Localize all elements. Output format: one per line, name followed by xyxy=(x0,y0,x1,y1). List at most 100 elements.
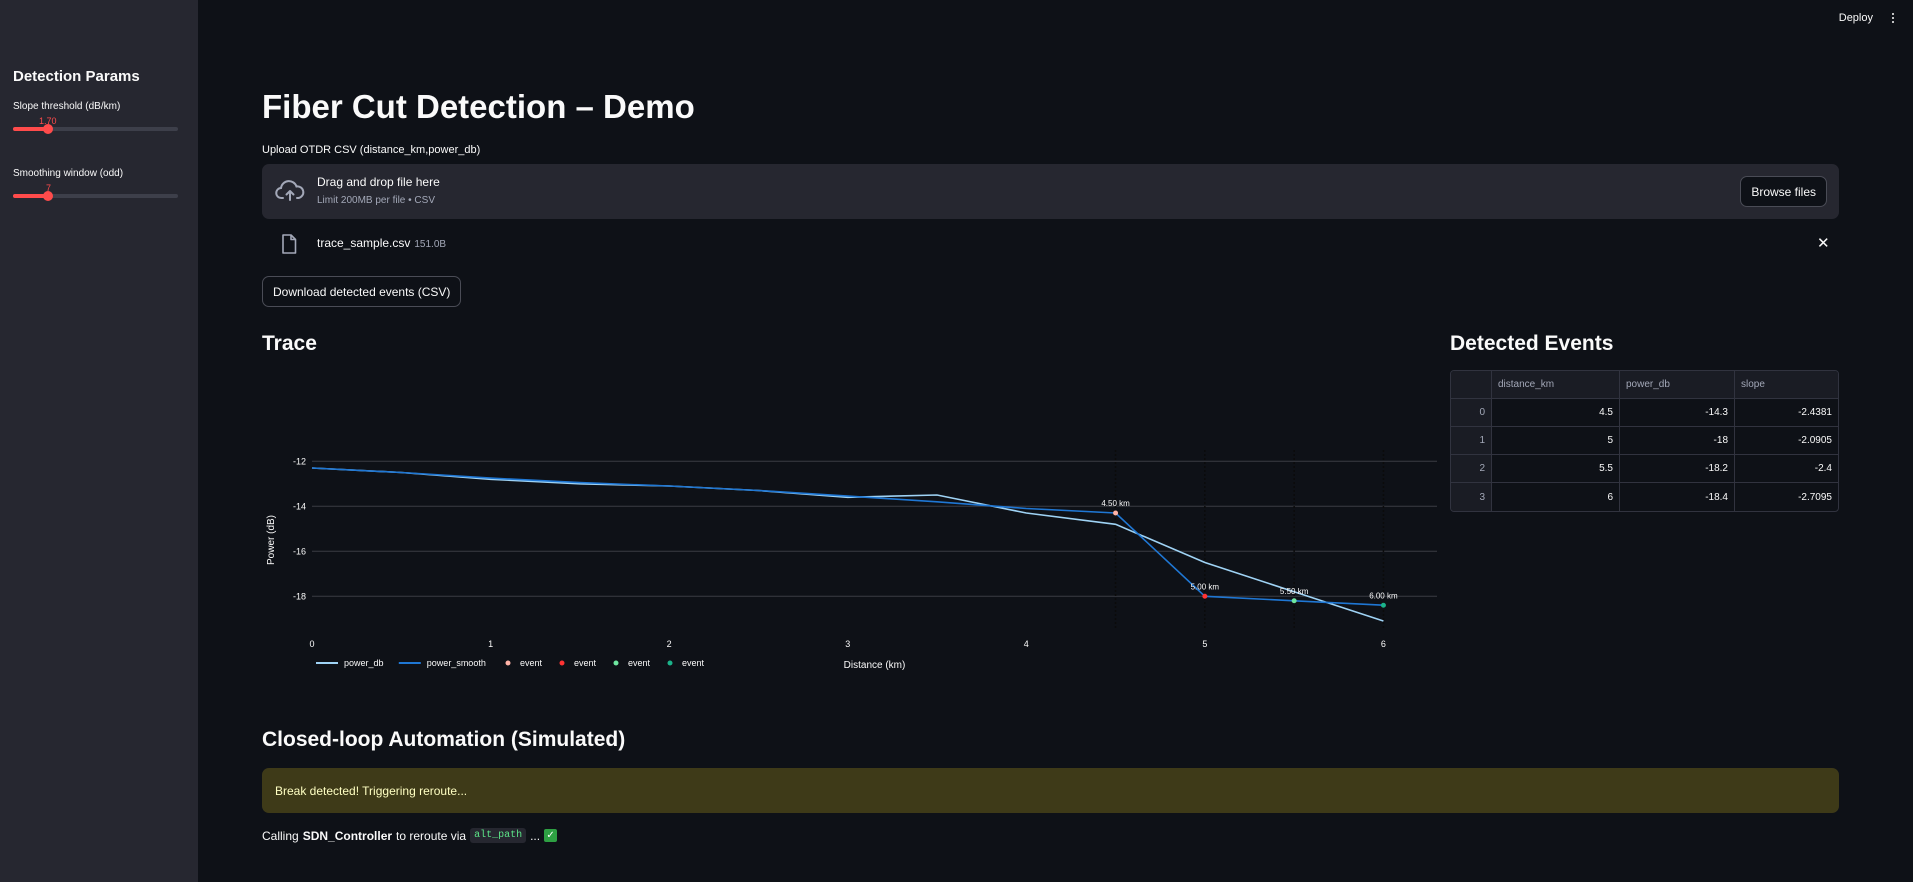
column-header[interactable] xyxy=(1451,371,1492,399)
slider-value: 1.70 xyxy=(39,116,57,126)
check-mark-icon: ✓ xyxy=(544,829,558,842)
event-label: 6.00 km xyxy=(1369,591,1398,600)
table-row: 3 6 -18.4 -2.7095 xyxy=(1451,483,1838,511)
browse-files-button[interactable]: Browse files xyxy=(1740,176,1827,207)
table-cell[interactable]: 6 xyxy=(1492,483,1620,511)
code-chip: alt_path xyxy=(470,828,527,843)
x-tick-label: 1 xyxy=(488,639,493,649)
table-cell[interactable]: -18.4 xyxy=(1620,483,1735,511)
event-point xyxy=(1380,602,1386,608)
detected-events-heading: Detected Events xyxy=(1450,332,1614,355)
cloud-upload-icon xyxy=(275,180,305,201)
x-tick-label: 2 xyxy=(667,639,672,649)
x-tick-label: 3 xyxy=(845,639,850,649)
table-header-row: distance_km power_db slope xyxy=(1451,371,1838,399)
status-suffix: ... xyxy=(530,828,541,843)
table-row: 0 4.5 -14.3 -2.4381 xyxy=(1451,399,1838,427)
slider-thumb[interactable] xyxy=(43,191,53,201)
table-cell[interactable]: 4.5 xyxy=(1492,399,1620,427)
warning-alert: Break detected! Triggering reroute... xyxy=(262,768,1839,813)
automation-heading: Closed-loop Automation (Simulated) xyxy=(262,728,626,751)
legend-label: power_db xyxy=(344,658,384,668)
deploy-button[interactable]: Deploy xyxy=(1838,12,1873,24)
column-header[interactable]: slope xyxy=(1735,371,1838,399)
slider-track[interactable] xyxy=(13,194,178,198)
page-title: Fiber Cut Detection – Demo xyxy=(262,88,695,125)
warning-text: Break detected! Triggering reroute... xyxy=(275,783,468,798)
slope-threshold-slider[interactable]: Slope threshold (dB/km) 1.70 xyxy=(13,101,178,134)
download-events-button[interactable]: Download detected events (CSV) xyxy=(262,276,462,307)
column-header[interactable]: distance_km xyxy=(1492,371,1620,399)
event-label: 5.50 km xyxy=(1280,587,1309,596)
legend-label: event xyxy=(520,658,543,668)
smoothing-window-slider[interactable]: Smoothing window (odd) 7 xyxy=(13,168,178,201)
y-tick-label: -12 xyxy=(293,456,306,466)
file-name-text: trace_sample.csv xyxy=(317,236,411,250)
trace-chart[interactable]: -12 -14 -16 -18 0 1 2 3 4 5 6 Distance (km) Power (d… xyxy=(262,440,1447,685)
slider-thumb[interactable] xyxy=(43,124,53,134)
legend-label: event xyxy=(628,658,651,668)
status-line: Calling SDN_Controller to reroute via al… xyxy=(262,828,558,843)
x-tick-label: 4 xyxy=(1024,639,1029,649)
y-tick-label: -14 xyxy=(293,501,306,511)
trace-heading: Trace xyxy=(262,332,317,355)
dropzone-title: Drag and drop file here xyxy=(317,175,440,189)
legend-label: event xyxy=(682,658,705,668)
file-icon xyxy=(282,234,297,254)
event-point xyxy=(1113,510,1119,516)
table-cell[interactable]: 5 xyxy=(1492,427,1620,455)
x-tick-label: 6 xyxy=(1381,639,1386,649)
event-label: 4.50 km xyxy=(1101,499,1130,508)
event-point xyxy=(1291,598,1297,604)
events-table[interactable]: distance_km power_db slope 0 4.5 -14.3 -… xyxy=(1450,370,1839,512)
legend-swatch xyxy=(667,660,673,666)
row-index: 0 xyxy=(1451,399,1492,427)
y-tick-label: -16 xyxy=(293,546,306,556)
slider-fill xyxy=(13,127,48,131)
kebab-menu-icon[interactable] xyxy=(1889,13,1897,23)
legend-label: power_smooth xyxy=(427,658,486,668)
file-name: trace_sample.csv 151.0B xyxy=(317,236,446,250)
table-cell[interactable]: -18.2 xyxy=(1620,455,1735,483)
status-target: SDN_Controller xyxy=(302,828,393,843)
x-tick-label: 0 xyxy=(309,639,314,649)
upload-label: Upload OTDR CSV (distance_km,power_db) xyxy=(262,144,481,156)
table-cell[interactable]: -2.4381 xyxy=(1735,399,1838,427)
slider-value: 7 xyxy=(46,183,52,193)
row-index: 2 xyxy=(1451,455,1492,483)
file-size: 151.0B xyxy=(414,239,447,250)
legend-swatch xyxy=(559,660,565,666)
status-mid: to reroute via xyxy=(396,828,467,843)
row-index: 1 xyxy=(1451,427,1492,455)
event-label: 5.00 km xyxy=(1191,582,1220,591)
row-index: 3 xyxy=(1451,483,1492,511)
legend-label: event xyxy=(574,658,597,668)
x-axis-label: Distance (km) xyxy=(844,660,906,671)
sidebar: Detection Params Slope threshold (dB/km)… xyxy=(0,0,198,882)
series-line-power_db xyxy=(311,467,1384,622)
slider-track[interactable] xyxy=(13,127,178,131)
sidebar-title: Detection Params xyxy=(13,68,140,85)
y-tick-label: -18 xyxy=(293,591,306,601)
event-point xyxy=(1202,593,1208,599)
slider-fill xyxy=(13,194,48,198)
table-cell[interactable]: -2.7095 xyxy=(1798,491,1832,503)
legend-swatch xyxy=(505,660,511,666)
file-dropzone[interactable]: Drag and drop file here Limit 200MB per … xyxy=(262,164,1839,219)
slider-label: Slope threshold (dB/km) xyxy=(13,101,121,112)
table-cell[interactable]: -2.0905 xyxy=(1735,427,1838,455)
column-header[interactable]: power_db xyxy=(1620,371,1735,399)
remove-file-icon[interactable]: ✕ xyxy=(1817,235,1830,252)
slider-label: Smoothing window (odd) xyxy=(13,168,124,179)
table-row: 2 5.5 -18.2 -2.4 xyxy=(1451,455,1838,483)
dropzone-subtitle: Limit 200MB per file • CSV xyxy=(317,195,435,206)
y-axis-label: Power (dB) xyxy=(266,515,277,565)
status-prefix: Calling xyxy=(262,828,299,843)
table-cell[interactable]: 5.5 xyxy=(1492,455,1620,483)
series-line-power_smooth xyxy=(311,467,1384,606)
uploaded-file-row: trace_sample.csv 151.0B ✕ xyxy=(262,230,1839,258)
table-cell[interactable]: -18 xyxy=(1620,427,1735,455)
table-cell[interactable]: -2.4 xyxy=(1735,455,1838,483)
table-cell[interactable]: -14.3 xyxy=(1620,399,1735,427)
